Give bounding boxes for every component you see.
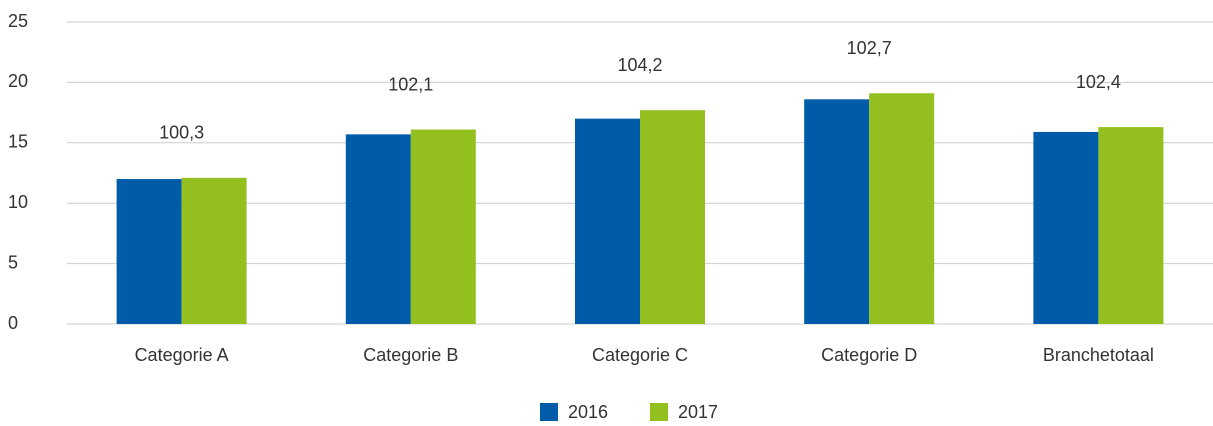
bar <box>869 93 935 324</box>
y-tick-label: 0 <box>8 313 18 333</box>
x-tick-label: Categorie D <box>821 345 917 365</box>
bar <box>345 134 411 324</box>
annotation: 104,2 <box>617 55 662 75</box>
bar <box>804 99 870 324</box>
bar <box>116 179 182 324</box>
x-tick-label: Categorie A <box>135 345 229 365</box>
y-tick-label: 5 <box>8 252 18 272</box>
annotation: 102,1 <box>388 74 433 94</box>
x-tick-label: Branchetotaal <box>1043 345 1154 365</box>
y-tick-label: 25 <box>8 11 28 31</box>
bar <box>1098 127 1164 324</box>
legend-swatch <box>650 403 668 421</box>
annotation: 102,7 <box>847 38 892 58</box>
legend-label: 2017 <box>678 402 718 421</box>
y-tick-label: 20 <box>8 71 28 91</box>
annotation: 100,3 <box>159 123 204 143</box>
bar <box>640 110 705 325</box>
x-tick-label: Categorie B <box>363 345 458 365</box>
bar <box>575 118 640 324</box>
x-tick-label: Categorie C <box>592 345 688 365</box>
legend-label: 2016 <box>568 402 608 421</box>
bar <box>181 177 247 324</box>
y-tick-label: 10 <box>8 192 28 212</box>
bar <box>410 129 476 324</box>
annotation: 102,4 <box>1076 72 1121 92</box>
y-tick-label: 15 <box>8 132 28 152</box>
bar <box>1033 131 1099 324</box>
legend-swatch <box>540 403 558 421</box>
